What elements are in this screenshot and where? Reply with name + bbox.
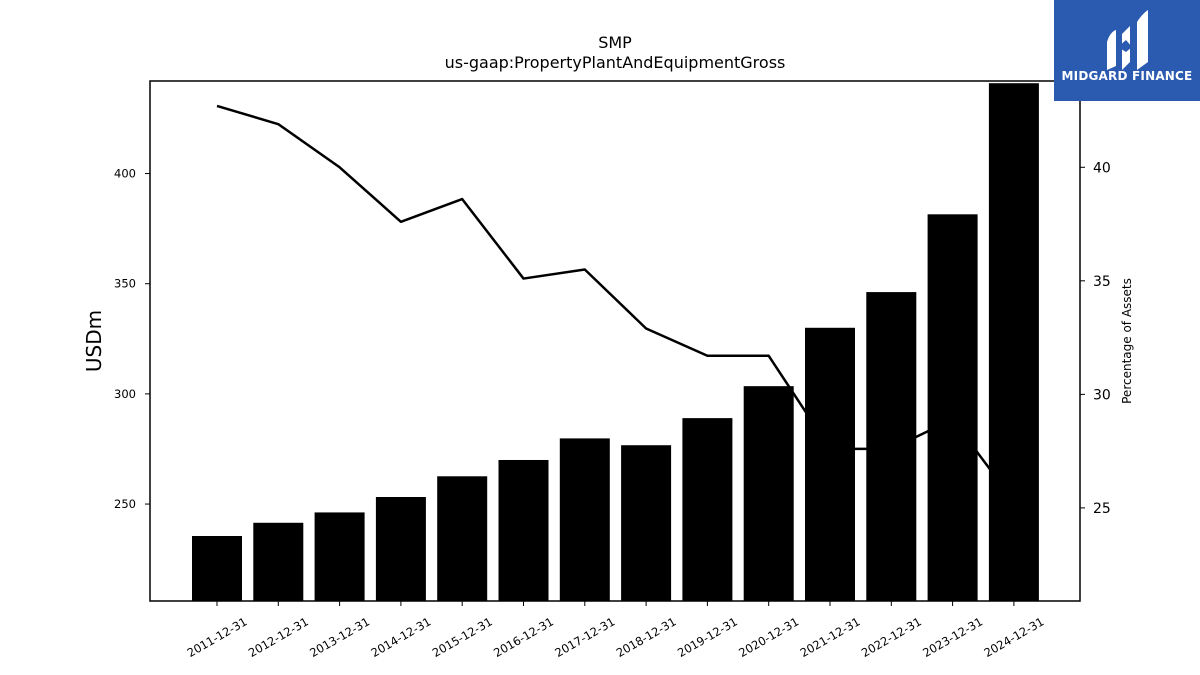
brand-logo: MIDGARD FINANCE: [1054, 0, 1200, 101]
bar: [621, 445, 672, 601]
plot-frame: [149, 80, 1081, 602]
chart-subtitle: us-gaap:PropertyPlantAndEquipmentGross: [445, 53, 786, 72]
x-axis: 2011-12-312012-12-312013-12-312014-12-31…: [185, 601, 1047, 660]
brand-name: MIDGARD FINANCE: [1061, 69, 1193, 83]
y2-tick-label: 40: [1093, 160, 1111, 176]
bar: [927, 214, 978, 601]
x-tick-label: 2015-12-31: [430, 614, 495, 660]
bar: [682, 418, 733, 601]
y-tick-label: 400: [114, 167, 136, 181]
y-tick-label: 350: [114, 277, 136, 291]
x-tick-label: 2018-12-31: [614, 614, 679, 660]
y-axis-right: 25 30 35 40: [1080, 160, 1111, 517]
line-path: [216, 104, 1015, 502]
bar: [988, 83, 1039, 602]
x-tick-label: 2011-12-31: [185, 614, 250, 660]
bar: [743, 386, 794, 601]
x-tick-label: 2019-12-31: [675, 614, 740, 660]
bar: [253, 522, 304, 601]
y-axis-left: 250 300 350 400: [114, 167, 150, 511]
x-tick-label: 2017-12-31: [552, 614, 617, 660]
y-tick-label: 300: [114, 387, 136, 401]
y2-tick-label: 25: [1093, 501, 1111, 517]
x-tick-label: 2021-12-31: [798, 614, 863, 660]
y2-tick-label: 35: [1093, 274, 1111, 290]
bar: [314, 512, 365, 601]
x-tick-label: 2024-12-31: [982, 614, 1047, 660]
y2-axis-label: Percentage of Assets: [1120, 278, 1134, 404]
bar: [498, 459, 549, 601]
bar: [437, 476, 488, 601]
bar-series: [192, 83, 1039, 602]
line-series: [216, 104, 1015, 502]
x-tick-label: 2022-12-31: [859, 614, 924, 660]
x-tick-label: 2023-12-31: [920, 614, 985, 660]
x-tick-label: 2012-12-31: [246, 614, 311, 660]
y-axis-label: USDm: [82, 310, 106, 372]
logo-mark-icon: [1107, 10, 1148, 70]
y-tick-label: 250: [114, 497, 136, 511]
x-tick-label: 2014-12-31: [369, 614, 434, 660]
x-tick-label: 2013-12-31: [307, 614, 372, 660]
x-tick-label: 2020-12-31: [736, 614, 801, 660]
x-tick-label: 2016-12-31: [491, 614, 556, 660]
bar: [192, 536, 242, 601]
bar: [805, 327, 855, 601]
chart-title: SMP: [598, 33, 632, 52]
y2-tick-label: 30: [1093, 387, 1111, 403]
bar: [559, 438, 610, 601]
bar: [375, 497, 426, 601]
bar: [866, 292, 917, 601]
